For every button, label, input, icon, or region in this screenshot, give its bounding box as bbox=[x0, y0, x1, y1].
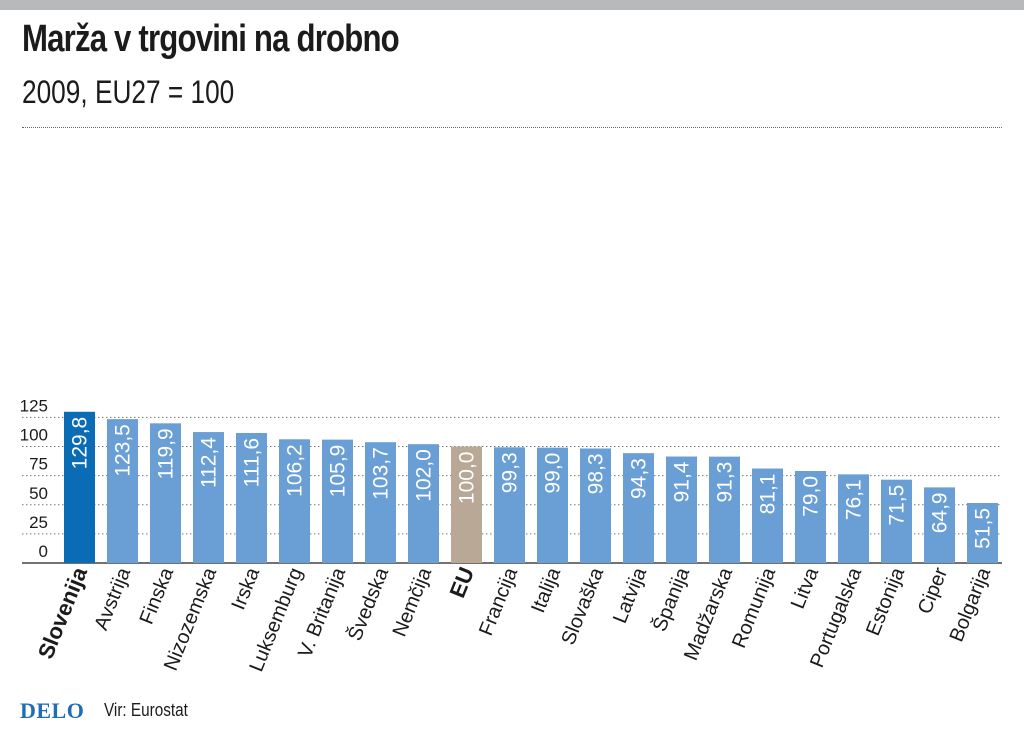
value-label: 112,4 bbox=[198, 437, 221, 488]
category-label: Latvija bbox=[609, 564, 651, 627]
category-label: Litva bbox=[787, 564, 824, 612]
bar-18 bbox=[838, 474, 869, 563]
value-label: 71,5 bbox=[886, 485, 909, 526]
bar-19 bbox=[881, 479, 912, 563]
value-label: 129,8 bbox=[69, 417, 92, 470]
bar-5 bbox=[279, 439, 310, 563]
category-label: Estonija bbox=[862, 564, 909, 639]
category-label: Bolgarija bbox=[946, 564, 996, 645]
bar-8 bbox=[408, 444, 439, 563]
y-tick-label: 25 bbox=[29, 513, 48, 532]
bar-13 bbox=[623, 453, 654, 563]
top-bar bbox=[0, 0, 1024, 10]
category-label: Finska bbox=[136, 564, 179, 628]
y-tick-label: 125 bbox=[20, 396, 48, 415]
value-label: 103,7 bbox=[370, 447, 393, 500]
category-label: Španija bbox=[648, 563, 695, 634]
category-label: Ciper bbox=[914, 564, 952, 617]
bar-17 bbox=[795, 470, 826, 563]
bar-16 bbox=[752, 468, 783, 563]
value-label: 81,1 bbox=[757, 474, 780, 515]
bar-6 bbox=[322, 439, 353, 563]
tick-layer: 0 25 50 75 100 125 bbox=[20, 396, 48, 561]
category-label: Slovenija bbox=[33, 563, 93, 663]
value-label: 119,9 bbox=[155, 428, 178, 479]
bar-11 bbox=[537, 447, 568, 563]
value-label: 123,5 bbox=[112, 424, 135, 477]
bar-3 bbox=[193, 432, 224, 563]
category-label: Avstrija bbox=[90, 564, 135, 634]
value-label: 99,0 bbox=[542, 453, 565, 494]
value-label: 94,3 bbox=[628, 458, 651, 499]
value-label: 91,3 bbox=[714, 462, 737, 503]
bar-21 bbox=[967, 503, 998, 563]
category-label: Irska bbox=[228, 564, 265, 613]
category-label: Nemčija bbox=[389, 564, 437, 640]
bar-0 bbox=[64, 411, 95, 563]
delo-logo: DELO bbox=[20, 698, 85, 723]
bar-20 bbox=[924, 487, 955, 563]
chart-title: Marža v trgovini na drobno bbox=[22, 18, 400, 60]
category-label: Italija bbox=[527, 564, 565, 616]
value-label: 76,1 bbox=[843, 479, 866, 520]
bar-layer bbox=[64, 411, 998, 563]
bar-2 bbox=[150, 423, 181, 563]
value-label: 105,9 bbox=[327, 445, 350, 498]
title-separator bbox=[22, 127, 1002, 128]
bar-4 bbox=[236, 432, 267, 563]
value-label: 64,9 bbox=[929, 492, 952, 533]
y-tick-label: 75 bbox=[29, 455, 48, 474]
value-label: 102,0 bbox=[413, 449, 436, 502]
y-tick-label: 50 bbox=[29, 484, 48, 503]
bar-10 bbox=[494, 447, 525, 563]
value-label: 91,4 bbox=[671, 461, 694, 502]
bar-7 bbox=[365, 442, 396, 563]
bar-15 bbox=[709, 456, 740, 563]
category-label: Romunija bbox=[728, 564, 780, 651]
category-label: Slovaška bbox=[557, 564, 608, 648]
source-note: Vir: Eurostat bbox=[104, 700, 188, 720]
category-label: Švedska bbox=[343, 563, 393, 644]
value-label: 100,0 bbox=[456, 452, 479, 505]
y-tick-label: 0 bbox=[39, 542, 48, 561]
bar-12 bbox=[580, 448, 611, 563]
chart-subtitle: 2009, EU27 = 100 bbox=[22, 74, 235, 110]
bar-14 bbox=[666, 456, 697, 563]
value-label: 79,0 bbox=[800, 476, 823, 517]
value-label: 106,2 bbox=[284, 444, 307, 497]
value-label: 99,3 bbox=[499, 452, 522, 493]
value-label: 51,5 bbox=[972, 508, 995, 549]
bar-9 bbox=[451, 446, 482, 563]
y-tick-label: 100 bbox=[20, 426, 48, 445]
category-label: Francija bbox=[475, 564, 522, 639]
bar-1 bbox=[107, 419, 138, 563]
category-label: EU bbox=[445, 564, 480, 602]
value-label: 111,6 bbox=[241, 438, 264, 487]
value-label: 98,3 bbox=[585, 453, 608, 494]
